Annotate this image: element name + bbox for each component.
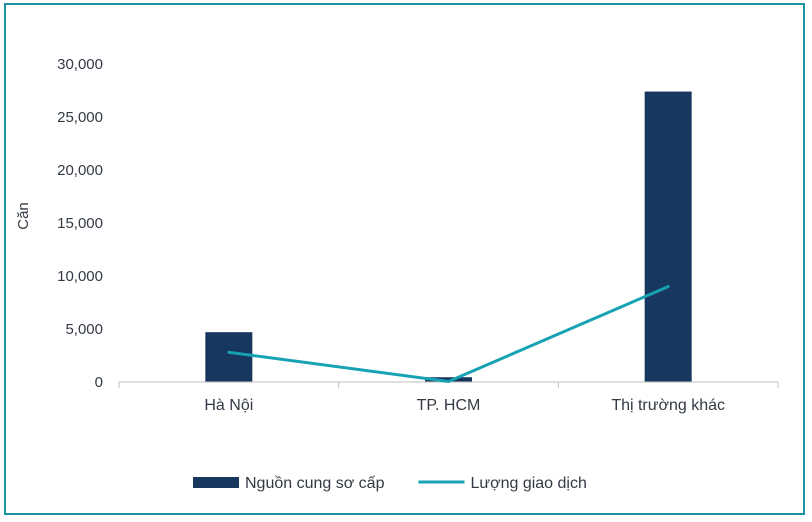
y-tick-label: 10,000	[57, 268, 103, 285]
y-tick-label: 25,000	[57, 109, 103, 126]
x-tick-marks	[118, 382, 779, 388]
category-label: Hà Nội	[204, 397, 253, 414]
y-tick-label: 15,000	[57, 215, 103, 232]
legend-label: Lượng giao dịch	[470, 475, 586, 492]
y-tick-label: 30,000	[57, 56, 103, 73]
series-line	[227, 285, 670, 383]
legend-label: Nguồn cung sơ cấp	[245, 475, 385, 492]
category-labels: Hà Nội TP. HCM Thị trường khác	[204, 397, 725, 414]
series-lines	[227, 285, 670, 383]
y-tick-label: 5,000	[65, 321, 103, 338]
y-tick-labels: 0 5,000 10,000 15,000 20,000 25,000 30,000	[57, 56, 103, 391]
y-axis-label: Căn	[15, 202, 32, 230]
bar	[644, 91, 692, 382]
y-tick-label: 0	[95, 374, 103, 391]
bars	[205, 91, 692, 382]
bar	[425, 377, 472, 382]
category-label: Thị trường khác	[611, 397, 725, 414]
y-tick-label: 20,000	[57, 162, 103, 179]
category-label: TP. HCM	[417, 397, 481, 414]
legend: Nguồn cung sơ cấp Lượng giao dịch	[193, 475, 587, 492]
legend-swatch-bar	[193, 477, 239, 488]
bar	[205, 332, 253, 382]
